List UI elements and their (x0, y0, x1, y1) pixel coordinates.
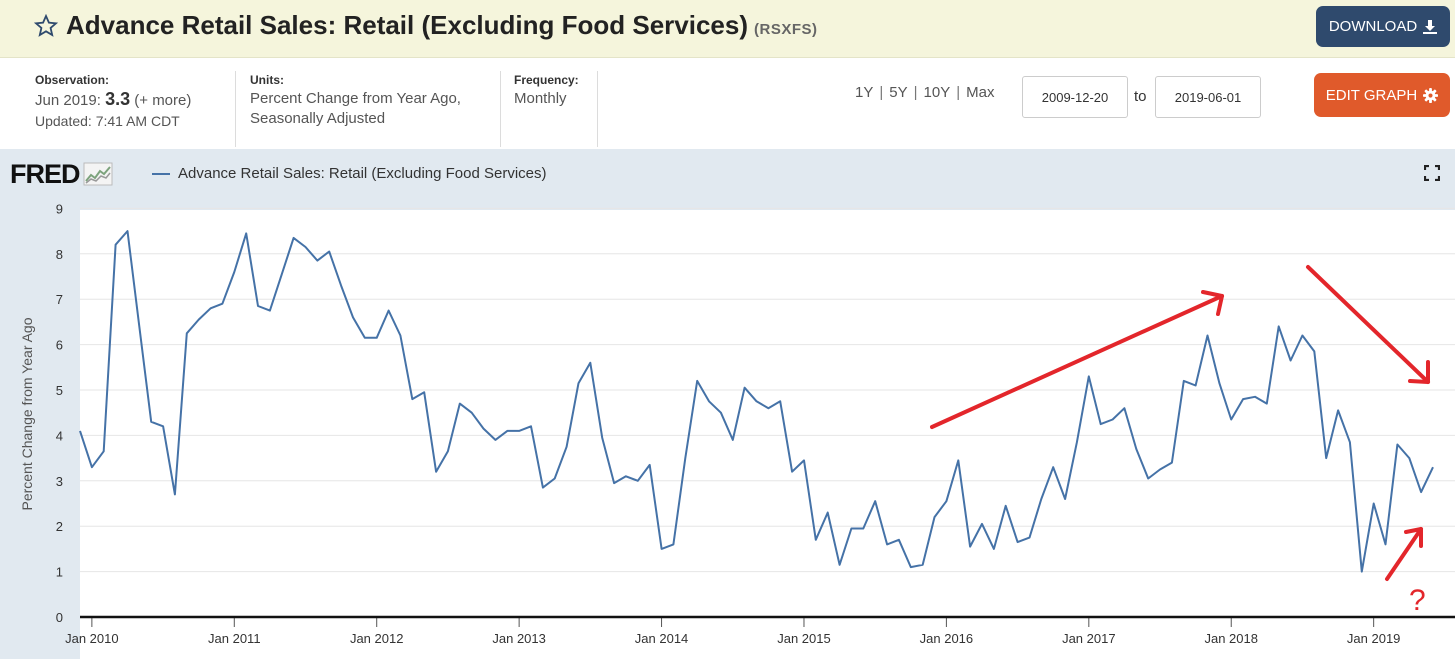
grid-lines (80, 207, 1455, 573)
x-tick-label: Jan 2018 (1204, 631, 1258, 646)
edit-graph-button[interactable]: EDIT GRAPH (1314, 73, 1450, 117)
x-tick-label: Jan 2017 (1062, 631, 1116, 646)
more-link[interactable]: (+ more) (134, 92, 192, 109)
fullscreen-icon[interactable] (1424, 165, 1440, 181)
question-mark: ? (1409, 584, 1426, 617)
y-tick-label: 1 (56, 565, 63, 580)
meta-bar: Observation: Jun 2019: 3.3 (+ more) Upda… (0, 59, 1455, 149)
range-max[interactable]: Max (966, 84, 995, 101)
legend-label: Advance Retail Sales: Retail (Excluding … (178, 165, 547, 182)
y-axis-ticks: 0 1 2 3 4 5 6 7 8 9 (56, 201, 63, 625)
y-tick-label: 4 (56, 428, 63, 443)
y-axis-label: Percent Change from Year Ago (19, 317, 35, 510)
y-tick-label: 5 (56, 383, 63, 398)
x-tick-label: Jan 2014 (635, 631, 689, 646)
end-date-input[interactable] (1155, 76, 1261, 118)
y-tick-label: 7 (56, 292, 63, 307)
range-1y[interactable]: 1Y (855, 84, 874, 101)
range-links: 1Y | 5Y | 10Y | Max (855, 84, 994, 101)
x-tick-label: Jan 2013 (492, 631, 546, 646)
legend-swatch (152, 172, 170, 175)
edit-graph-label: EDIT GRAPH (1325, 86, 1418, 104)
chart-legend: Advance Retail Sales: Retail (Excluding … (152, 165, 547, 182)
x-axis-ticks: Jan 2010 Jan 2011 Jan 2012 Jan 2013 Jan 2014… (65, 617, 1400, 646)
download-label: DOWNLOAD (1328, 18, 1418, 35)
range-divider: | (956, 84, 961, 101)
observation-value: 3.3 (105, 89, 131, 109)
download-button[interactable]: DOWNLOAD (1316, 6, 1450, 47)
gear-icon (1423, 87, 1439, 103)
x-tick-label: Jan 2012 (350, 631, 404, 646)
frequency-value: Monthly (514, 90, 567, 107)
start-date-input[interactable] (1022, 76, 1128, 118)
range-5y[interactable]: 5Y (889, 84, 908, 101)
series-id: (RSXFS) (754, 21, 818, 38)
frequency-label: Frequency: (514, 73, 579, 87)
x-tick-label: Jan 2015 (777, 631, 831, 646)
fred-logo: FRED (10, 158, 113, 189)
page-title: Advance Retail Sales: Retail (Excluding … (66, 10, 818, 41)
star-icon[interactable] (34, 14, 58, 38)
title-bar: Advance Retail Sales: Retail (Excluding … (0, 0, 1455, 58)
annotation-arrows (930, 265, 1430, 581)
frequency-block: Frequency: Monthly (514, 71, 598, 147)
x-tick-label: Jan 2019 (1347, 631, 1401, 646)
fred-logo-text: FRED (10, 158, 80, 189)
plot-background (80, 210, 1455, 659)
uptrend-arrow (930, 290, 1224, 429)
range-10y[interactable]: 10Y (923, 84, 951, 101)
units-label: Units: (250, 73, 284, 87)
y-tick-label: 3 (56, 474, 63, 489)
y-tick-label: 2 (56, 519, 63, 534)
observation-label: Observation: (35, 73, 110, 87)
y-tick-label: 6 (56, 338, 63, 353)
observation-block: Observation: Jun 2019: 3.3 (+ more) Upda… (35, 71, 236, 147)
observation-date: Jun 2019: (35, 92, 101, 109)
units-line-2: Seasonally Adjusted (250, 110, 386, 127)
x-tick-label: Jan 2010 (65, 631, 119, 646)
updated-text: Updated: 7:41 AM CDT (35, 113, 180, 129)
small-up-arrow (1385, 527, 1423, 581)
series-title: Advance Retail Sales: Retail (Excluding … (66, 10, 748, 40)
range-divider: | (913, 84, 918, 101)
units-line-1: Percent Change from Year Ago, (250, 90, 461, 107)
to-label: to (1134, 88, 1147, 105)
units-block: Units: Percent Change from Year Ago, Sea… (250, 71, 501, 147)
y-tick-label: 8 (56, 247, 63, 262)
y-tick-label: 9 (56, 201, 63, 216)
x-tick-label: Jan 2011 (208, 631, 261, 646)
download-icon (1423, 19, 1438, 34)
series-line (79, 230, 1434, 573)
downtrend-arrow (1306, 265, 1430, 384)
fred-chart-icon (83, 162, 112, 186)
x-tick-label: Jan 2016 (920, 631, 974, 646)
range-divider: | (879, 84, 884, 101)
y-tick-label: 0 (56, 610, 63, 625)
